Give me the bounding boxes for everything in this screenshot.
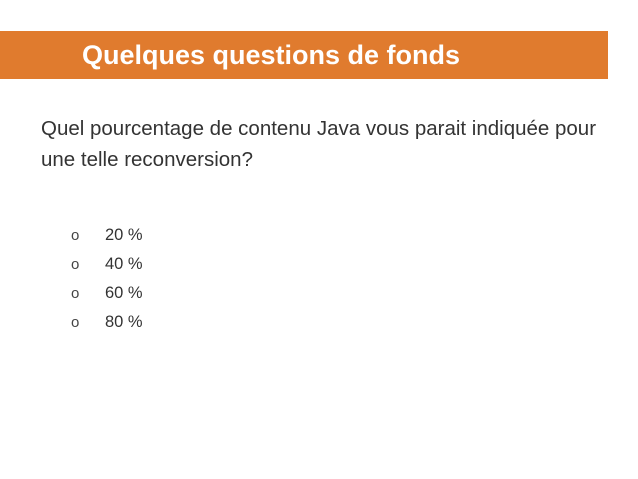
options-list: o 20 % o 40 % o 60 % o 80 % bbox=[0, 221, 638, 337]
question-text: Quel pourcentage de contenu Java vous pa… bbox=[41, 117, 597, 171]
option-item: o 60 % bbox=[0, 279, 638, 308]
option-label: 80 % bbox=[105, 313, 143, 331]
option-item: o 80 % bbox=[0, 308, 638, 337]
hollow-bullet-icon: o bbox=[71, 256, 80, 273]
option-label: 60 % bbox=[105, 284, 143, 302]
slide-title: Quelques questions de fonds bbox=[82, 40, 461, 70]
option-item: o 40 % bbox=[0, 250, 638, 279]
title-bar: Quelques questions de fonds bbox=[0, 31, 608, 79]
hollow-bullet-icon: o bbox=[71, 314, 80, 331]
option-item: o 20 % bbox=[0, 221, 638, 250]
option-label: 40 % bbox=[105, 255, 143, 273]
option-label: 20 % bbox=[105, 226, 143, 244]
hollow-bullet-icon: o bbox=[71, 285, 80, 302]
hollow-bullet-icon: o bbox=[71, 227, 80, 244]
